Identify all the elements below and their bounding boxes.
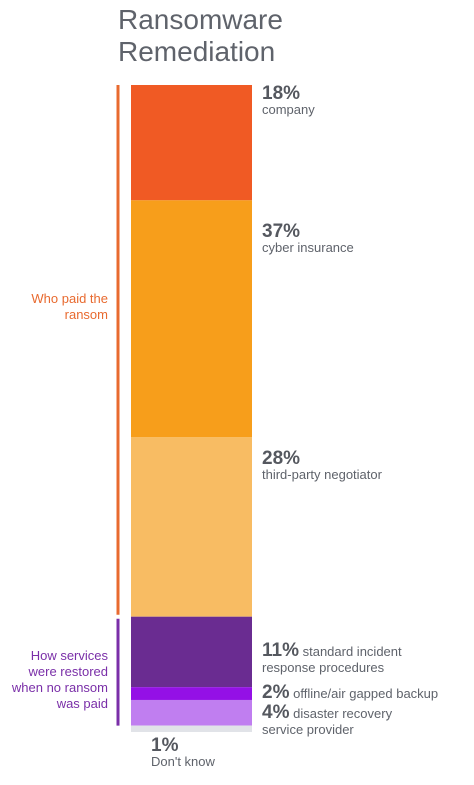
bar-segment-disaster-recovery (131, 699, 252, 726)
bar-segment-offline-backup (131, 687, 252, 700)
segment-line-standard-incident: 11% standard incident (262, 641, 402, 660)
segment-label-offline-backup: 2% offline/air gapped backup (262, 682, 439, 703)
group-label-how-restored-line-1: How services (30, 648, 108, 663)
segment-line-disaster-recovery: 4% disaster recovery (262, 703, 393, 722)
segment-label-company: 18% company (262, 83, 315, 118)
group-label-who-paid: Who paid the ransom (31, 291, 108, 323)
group-label-how-restored: How services were restored when no ranso… (12, 648, 108, 712)
segment-label-standard-incident: 11% standard incident response procedure… (262, 641, 402, 676)
segment-text-third-party: third-party negotiator (262, 467, 382, 482)
chart-title: Ransomware Remediation (118, 4, 448, 68)
segment-text-disaster-recovery-2: service provider (262, 722, 354, 737)
chart-title-line-1: Ransomware (118, 4, 283, 35)
segment-text-disaster-recovery: disaster recovery (293, 706, 393, 721)
segment-text-offline-backup: offline/air gapped backup (293, 686, 439, 701)
bar-segment-company (131, 85, 252, 201)
segment-percent-cyber-insurance: 37% (262, 221, 301, 242)
segment-label-third-party: 28% third-party negotiator (262, 448, 382, 483)
segment-text-cyber-insurance: cyber insurance (262, 240, 354, 255)
segment-percent-disaster-recovery: 4% (262, 702, 290, 723)
segment-percent-dont-know: 1% (151, 735, 179, 756)
chart-title-line-2: Remediation (118, 36, 276, 67)
segment-label-cyber-insurance: 37% cyber insurance (262, 221, 354, 256)
group-label-who-paid-line-2: ransom (64, 307, 108, 322)
bar-segment-cyber-insurance (131, 200, 252, 438)
segment-text-company: company (262, 102, 315, 117)
segment-label-dont-know: 1% Don't know (151, 735, 215, 770)
segment-percent-company: 18% (262, 83, 301, 104)
segment-percent-standard-incident: 11% (262, 640, 299, 661)
segment-label-disaster-recovery: 4% disaster recovery service provider (262, 703, 393, 738)
group-label-how-restored-line-4: was paid (56, 696, 108, 711)
bar-segment-standard-incident (131, 616, 252, 688)
segment-text-standard-incident: standard incident (302, 644, 402, 659)
bar-segment-third-party (131, 437, 252, 617)
segment-text-dont-know: Don't know (151, 754, 215, 769)
segment-percent-offline-backup: 2% (262, 682, 290, 703)
bar-segment-dont-know (131, 725, 252, 732)
group-label-how-restored-line-3: when no ransom (11, 680, 108, 695)
segment-text-standard-incident-2: response procedures (262, 660, 385, 675)
segment-percent-third-party: 28% (262, 448, 301, 469)
group-label-who-paid-line-1: Who paid the (31, 291, 108, 306)
group-label-how-restored-line-2: were restored (28, 664, 108, 679)
